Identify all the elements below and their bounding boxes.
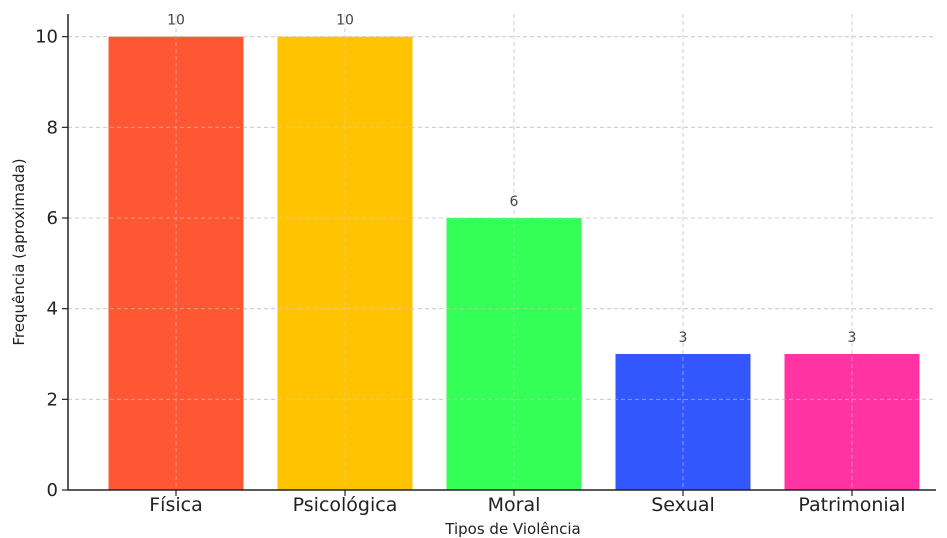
y-tick-label: 10 (35, 27, 58, 48)
y-tick-label: 4 (47, 299, 58, 320)
x-tick-label: Patrimonial (798, 494, 905, 516)
y-tick-label: 8 (47, 117, 58, 138)
x-axis-title: Tipos de Violência (444, 520, 580, 538)
x-tick-labels: Física Psicológica Moral Sexual Patrimonial (149, 490, 906, 516)
data-label: 10 (167, 13, 185, 29)
data-label: 6 (510, 194, 519, 210)
x-tick-label: Física (149, 494, 202, 516)
x-tick-label: Moral (488, 494, 541, 516)
x-tick-label: Psicológica (293, 494, 398, 516)
y-tick-label: 2 (47, 389, 58, 410)
y-tick-label: 0 (47, 480, 58, 501)
data-label: 3 (679, 330, 688, 346)
x-tick-label: Sexual (651, 494, 715, 516)
y-axis-title: Frequência (aproximada) (10, 158, 28, 345)
data-label: 10 (336, 13, 354, 29)
axes (67, 14, 936, 491)
y-ticks: 0 2 4 6 8 10 (35, 27, 68, 501)
y-tick-label: 6 (47, 208, 58, 229)
bars (108, 36, 920, 491)
data-labels: 10 10 6 3 3 (167, 13, 856, 346)
data-label: 3 (848, 330, 857, 346)
